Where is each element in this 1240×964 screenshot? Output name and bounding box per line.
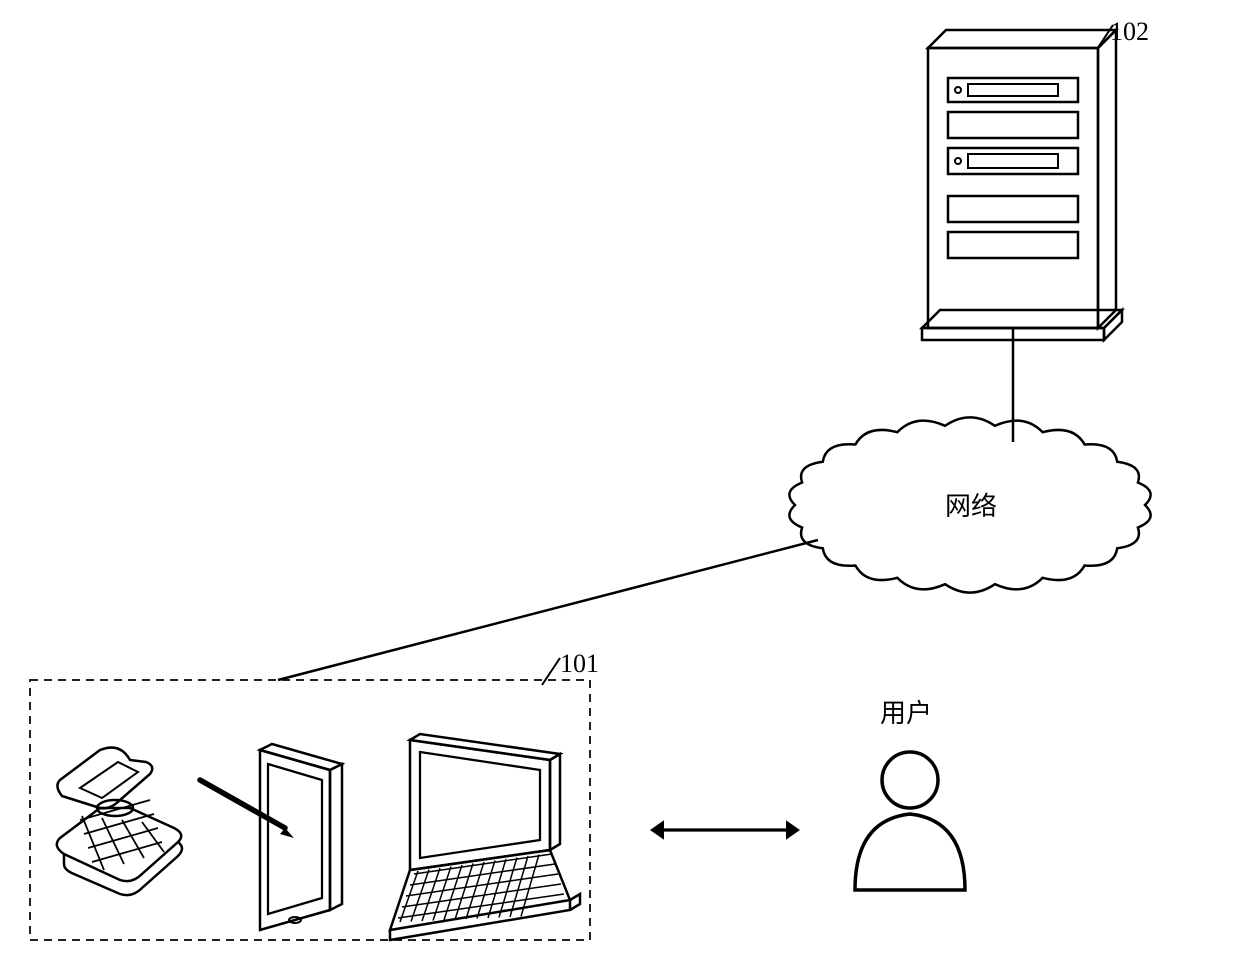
server-icon xyxy=(922,30,1122,340)
tablet-icon xyxy=(200,740,342,930)
laptop-icon xyxy=(390,734,580,940)
ref-server-label: 102 xyxy=(1110,17,1149,46)
double-arrow-icon xyxy=(650,820,800,840)
user-icon xyxy=(855,752,965,890)
line-cloud-to-devices xyxy=(278,540,818,680)
network-label: 网络 xyxy=(945,492,997,521)
ref-devices-tick xyxy=(542,658,560,685)
flip-phone-icon xyxy=(57,748,182,896)
ref-devices-label: 101 xyxy=(560,649,599,678)
user-label: 用户 xyxy=(880,699,932,728)
